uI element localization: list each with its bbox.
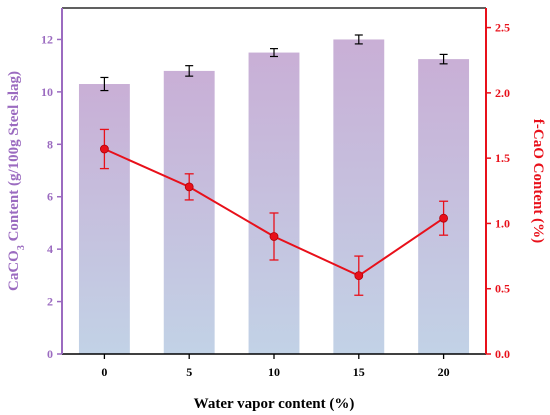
line-point-20: [439, 213, 449, 223]
line-point-5: [184, 182, 194, 192]
bar-error-5: [185, 65, 194, 77]
left-tick-label: 6: [47, 190, 53, 204]
right-tick-label: 0.0: [495, 347, 510, 361]
line-point-15: [354, 271, 364, 281]
bar-error-bars: [100, 34, 448, 92]
labels-layer: 0 2 4 6 8 10 12 0.0 0.5 1.0 1.5 2.0 2.5 0 5 10 15 20 Water…: [6, 21, 546, 412]
line-point-10: [269, 232, 279, 241]
x-tick-label: 0: [101, 365, 107, 379]
line-series-layer: [99, 128, 449, 296]
bar-5: [163, 70, 215, 354]
bars-layer: [78, 39, 470, 355]
left-tick-label: 8: [47, 137, 53, 151]
x-tick-label: 20: [438, 365, 450, 379]
right-tick-label: 1.0: [495, 216, 510, 230]
bar-10: [248, 52, 300, 354]
bar-error-20: [439, 53, 448, 65]
x-tick-label: 5: [186, 365, 192, 379]
right-y-axis-title: f-CaO Content (%): [530, 119, 546, 243]
bar-error-0: [100, 76, 109, 92]
bar-error-15: [354, 34, 363, 45]
left-tick-label: 12: [41, 32, 53, 46]
right-tick-label: 2.0: [495, 86, 510, 100]
left-y-axis-title: CaCO3 Content (g/100g Steel slag): [6, 71, 27, 291]
left-tick-label: 4: [47, 242, 53, 256]
right-tick-label: 1.5: [495, 151, 510, 165]
bar-0: [78, 84, 130, 355]
left-tick-label: 2: [47, 295, 53, 309]
x-tick-label: 10: [268, 365, 280, 379]
line-point-0: [100, 144, 109, 154]
bar-error-10: [270, 48, 278, 58]
axes-layer: [57, 7, 491, 359]
x-axis-title: Water vapor content (%): [194, 396, 355, 412]
left-tick-label: 0: [47, 347, 53, 361]
right-tick-label: 0.5: [495, 282, 510, 296]
left-tick-label: 10: [41, 85, 53, 99]
right-tick-label: 2.5: [495, 21, 510, 35]
x-tick-label: 15: [353, 365, 365, 379]
bar-15: [333, 39, 385, 355]
